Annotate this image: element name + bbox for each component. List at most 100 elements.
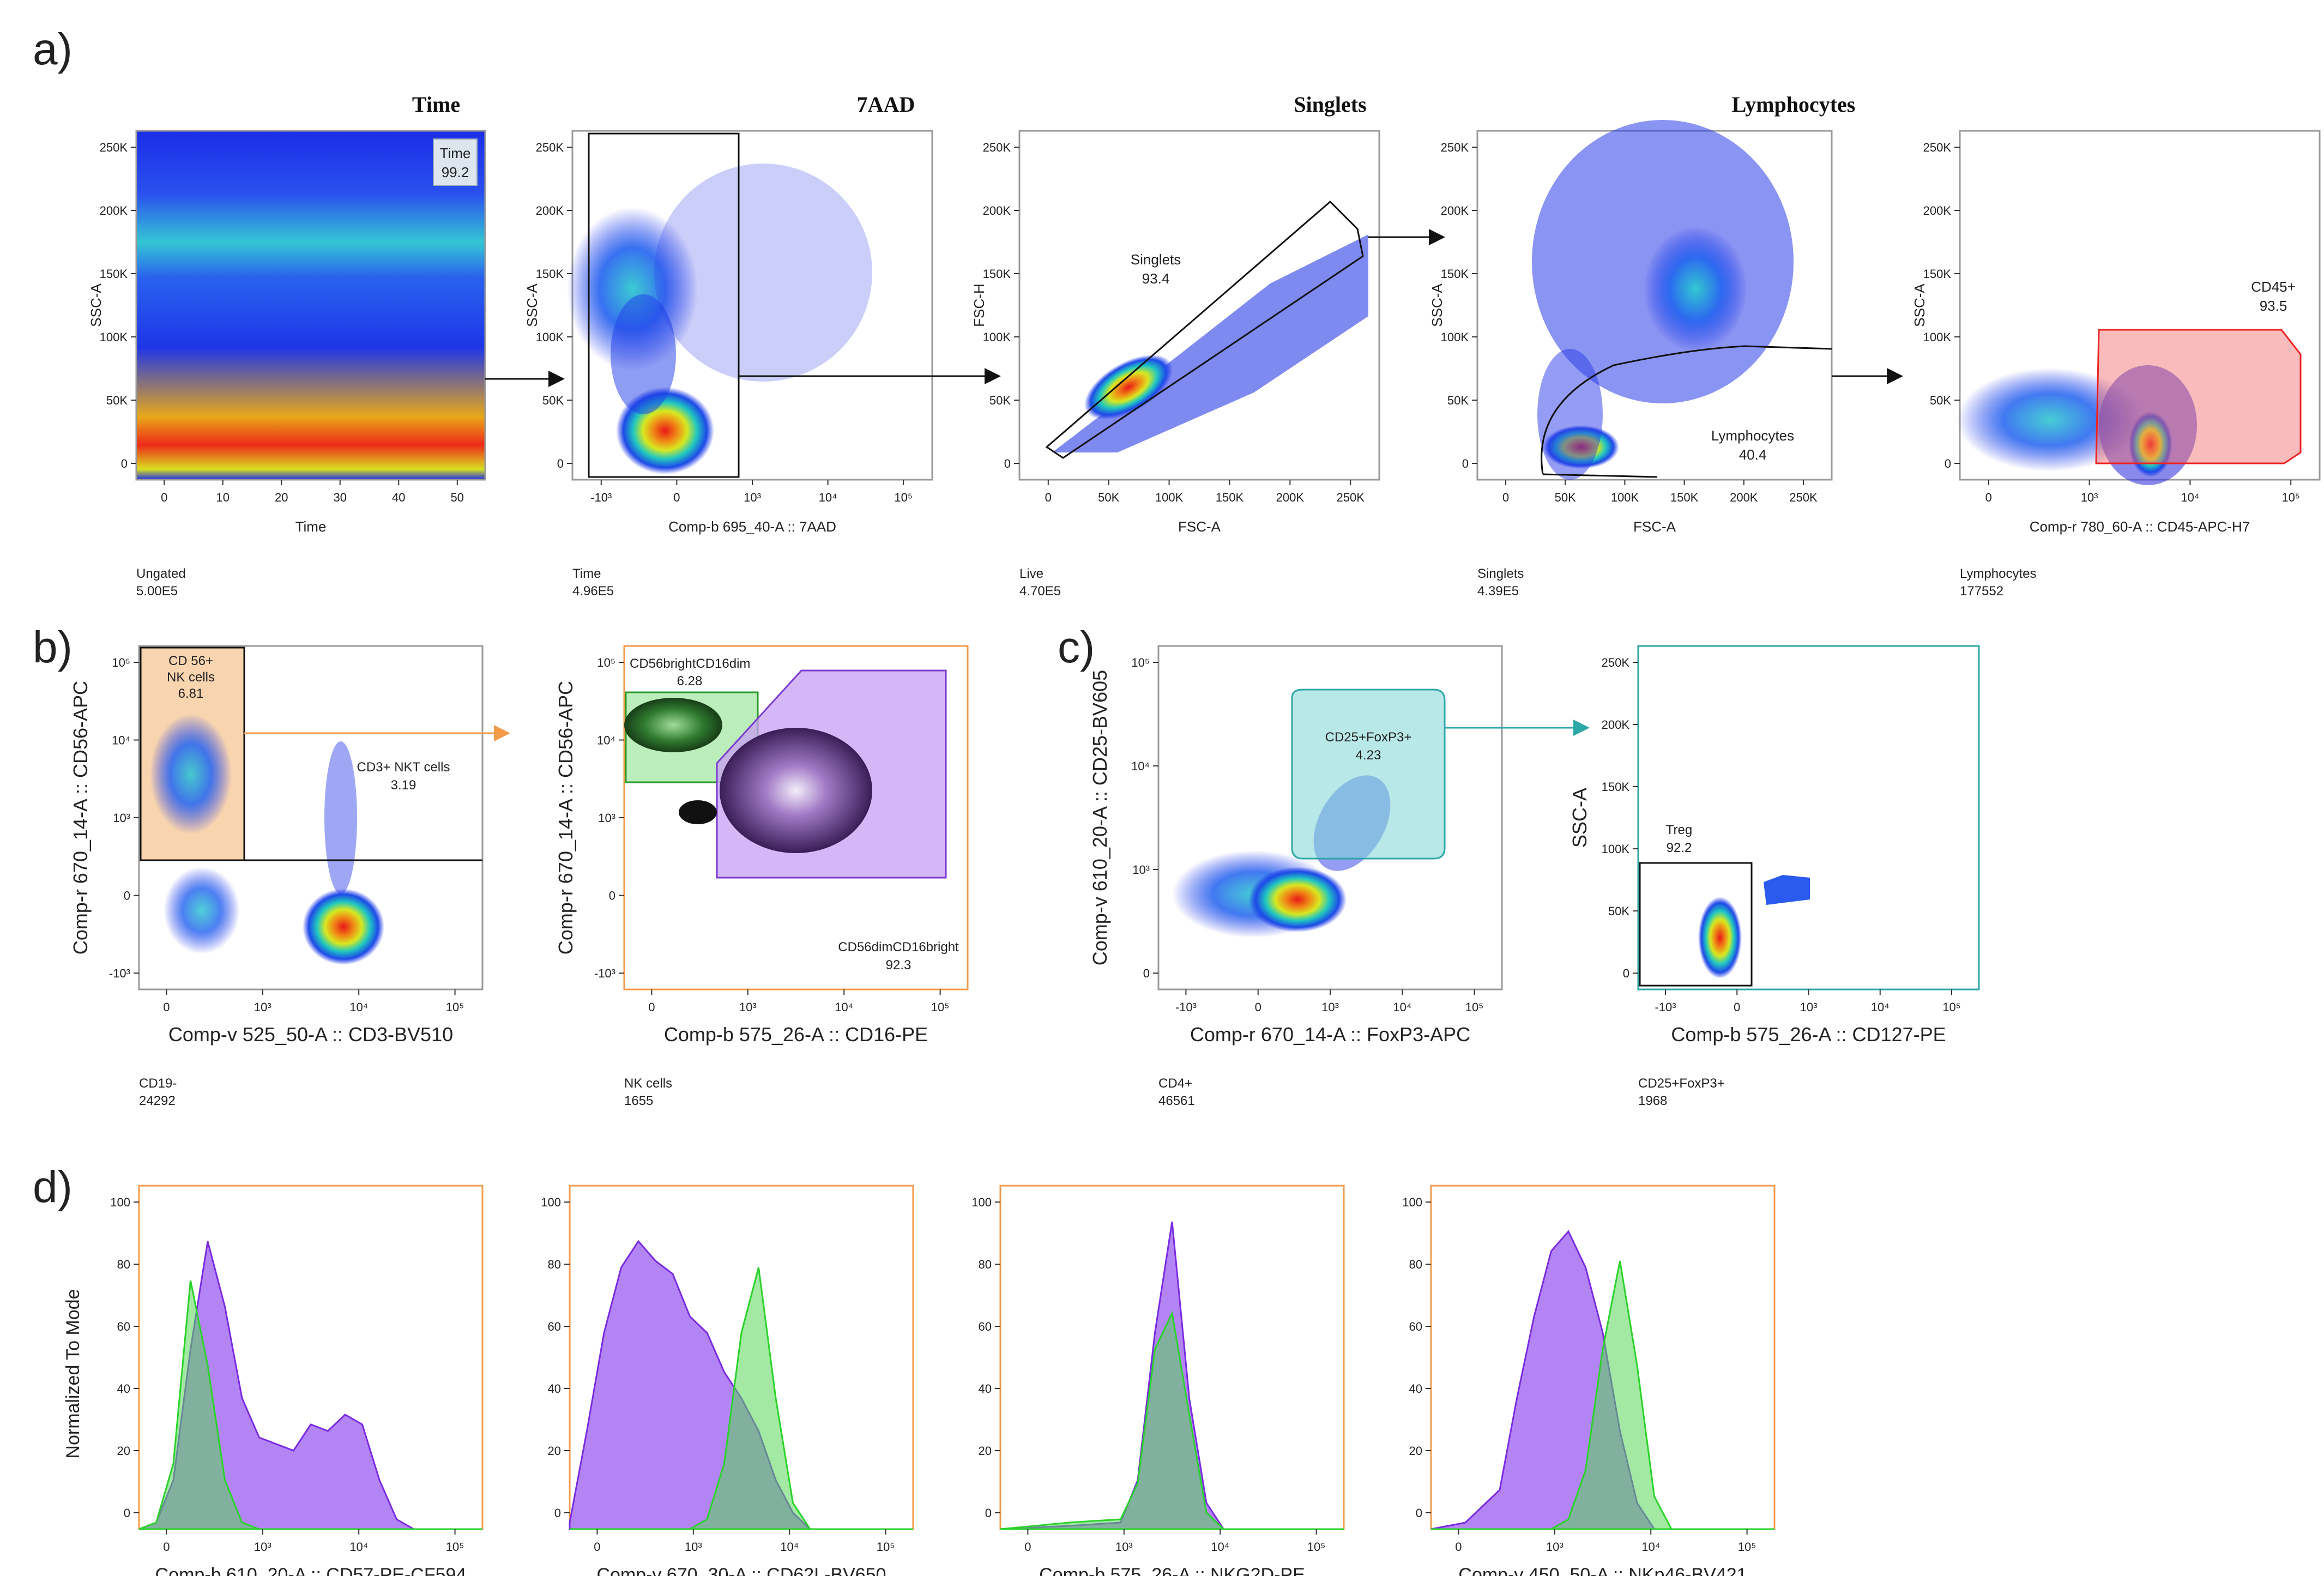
gate-value-cd56bright: 6.28: [677, 674, 703, 689]
ytick-d4: 80: [1409, 1258, 1422, 1271]
title-a1: Time: [412, 92, 460, 117]
ytick-a1: 50K: [106, 394, 128, 407]
xtick-a1: 40: [392, 491, 405, 504]
xtick-a5: 0: [1985, 491, 1992, 504]
ylabel-a2: SSC-A: [524, 283, 540, 327]
xtick-a3: 50K: [1098, 491, 1119, 504]
population-count-a1: 5.00E5: [136, 584, 178, 599]
xtick-b2: 0: [648, 1000, 655, 1014]
xtick-c2: -10³: [1655, 1000, 1676, 1014]
ytick-d1: 0: [124, 1506, 130, 1520]
ytick-d3: 60: [979, 1320, 992, 1333]
ytick-d1: 40: [117, 1382, 130, 1396]
xlabel-a3: FSC-A: [1178, 518, 1221, 535]
ytick-a3: 150K: [983, 267, 1011, 281]
ytick-a4: 0: [1462, 457, 1469, 470]
xtick-c1: 10⁴: [1393, 1000, 1411, 1014]
xtick-d3: 10³: [1115, 1540, 1133, 1554]
ytick-b2: 10³: [598, 811, 615, 825]
ytick-a4: 100K: [1441, 330, 1469, 344]
panel-label-a: a): [33, 25, 73, 74]
ytick-c2: 150K: [1602, 780, 1630, 794]
ytick-c2: 50K: [1608, 904, 1629, 918]
ytick-d1: 20: [117, 1444, 130, 1458]
xtick-d4: 10³: [1546, 1540, 1564, 1554]
ytick-a5: 150K: [1923, 267, 1952, 281]
plot-a2: [567, 130, 1001, 481]
xtick-b1: 0: [163, 1000, 170, 1014]
xtick-d2: 10³: [685, 1540, 702, 1554]
ytick-d4: 20: [1409, 1444, 1422, 1458]
xtick-a1: 10: [216, 491, 229, 504]
ytick-a3: 200K: [983, 204, 1011, 218]
gate-label-lymphocytes: Lymphocytes: [1711, 427, 1794, 444]
xtick-d1: 10⁴: [349, 1540, 368, 1554]
panel-label-b: b): [33, 623, 73, 672]
xlabel-a5: Comp-r 780_60-A :: CD45-APC-H7: [2030, 518, 2250, 535]
xlabel-d4: Comp-v 450_50-A :: NKp46-BV421: [1458, 1565, 1747, 1576]
xtick-a3: 150K: [1216, 491, 1244, 504]
population-name-a2: Time: [572, 566, 601, 581]
ytick-c1: 10⁴: [1131, 759, 1150, 773]
xtick-a3: 0: [1045, 491, 1052, 504]
ytick-a3: 0: [1004, 457, 1011, 470]
xtick-d3: 0: [1024, 1540, 1031, 1554]
ytick-d2: 60: [548, 1320, 561, 1333]
ytick-d1: 100: [110, 1195, 130, 1209]
plot-a4: Lymphocytes 40.4: [1476, 120, 1833, 481]
histogram-d1: [138, 1185, 484, 1530]
ytick-a1: 0: [121, 457, 128, 470]
population-count-c2: 1968: [1638, 1094, 1667, 1108]
ytick-a2: 200K: [536, 204, 564, 218]
xtick-b1: 10⁵: [446, 1000, 464, 1014]
population-count-a2: 4.96E5: [572, 584, 614, 599]
panel-label-c: c): [1058, 623, 1095, 672]
xtick-d1: 10³: [254, 1540, 271, 1554]
plot-a5: CD45+ 93.5: [1957, 130, 2321, 485]
xtick-b2: 10⁵: [931, 1000, 950, 1014]
xlabel-c1: Comp-r 670_14-A :: FoxP3-APC: [1190, 1023, 1470, 1046]
ytick-d3: 80: [979, 1258, 992, 1271]
gate-label-singlets: Singlets: [1131, 251, 1181, 268]
xtick-d2: 10⁵: [877, 1540, 895, 1554]
gate-value-singlets: 93.4: [1142, 270, 1170, 287]
ytick-c1: 10³: [1132, 863, 1150, 877]
xtick-d1: 10⁵: [446, 1540, 464, 1554]
xtick-b2: 10³: [739, 1000, 757, 1014]
ytick-d2: 80: [548, 1258, 561, 1271]
xtick-a3: 200K: [1276, 491, 1305, 504]
panel-label-d: d): [33, 1162, 73, 1212]
gate-value-treg: 92.2: [1667, 841, 1692, 855]
xtick-d1: 0: [163, 1540, 170, 1554]
population-name-c2: CD25+FoxP3+: [1638, 1076, 1725, 1091]
xtick-c1: 0: [1255, 1000, 1261, 1014]
ytick-a2: 50K: [542, 394, 564, 407]
gate-value-time: 99.2: [442, 164, 469, 180]
population-count-b1: 24292: [139, 1094, 176, 1108]
axes-b2: Comp-b 575_26-A :: CD16-PE Comp-r 670_14-…: [554, 656, 949, 1108]
xtick-d3: 10⁵: [1307, 1540, 1326, 1554]
plot-a3: Singlets 93.4: [1018, 130, 1445, 481]
xtick-a1: 20: [275, 491, 288, 504]
xtick-c2: 0: [1734, 1000, 1740, 1014]
series-green-d4: [1431, 1260, 1774, 1530]
ytick-d1: 80: [117, 1258, 130, 1271]
ylabel-c2: SSC-A: [1568, 788, 1591, 848]
ytick-b2: 0: [609, 889, 615, 903]
ytick-c2: 200K: [1602, 718, 1630, 732]
population-name-c1: CD4+: [1158, 1076, 1192, 1091]
gate-label-nk-2: NK cells: [167, 670, 215, 685]
plot-b2: CD56brightCD16dim 6.28 CD56dimCD16bright…: [623, 645, 969, 991]
axes-a3: Singlets FSC-A FSC-H 0 50K 100K 150K 200K 250K 25…: [971, 92, 1367, 599]
xtick-a5: 10³: [2081, 491, 2098, 504]
xtick-a3: 250K: [1337, 491, 1365, 504]
ytick-d2: 100: [541, 1195, 561, 1209]
ytick-b1: 10³: [113, 811, 130, 825]
plot-b1: CD 56+ NK cells 6.81 CD3+ NKT cells 3.19: [138, 645, 510, 991]
xtick-b1: 10⁴: [349, 1000, 368, 1014]
ytick-c2: 0: [1623, 967, 1629, 980]
